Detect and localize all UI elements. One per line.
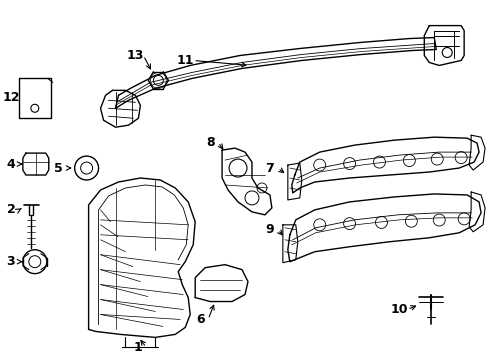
Text: 3: 3 [6, 255, 15, 268]
Text: 11: 11 [176, 54, 194, 67]
Text: 12: 12 [2, 91, 20, 104]
Text: 13: 13 [127, 49, 144, 62]
Text: 9: 9 [266, 223, 274, 236]
Text: 2: 2 [6, 203, 15, 216]
Text: 8: 8 [206, 136, 215, 149]
Text: 10: 10 [391, 303, 408, 316]
Text: 5: 5 [54, 162, 63, 175]
Text: 1: 1 [134, 341, 143, 354]
Text: 4: 4 [6, 158, 15, 171]
Text: 6: 6 [196, 313, 204, 326]
Bar [19, 78, 51, 118]
Text: 7: 7 [266, 162, 274, 175]
